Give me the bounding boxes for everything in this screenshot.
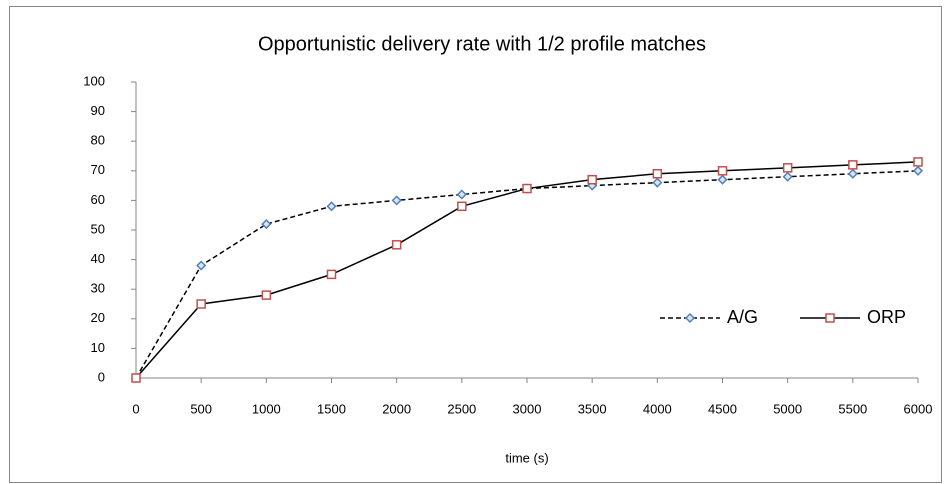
data-point	[261, 219, 272, 230]
y-tick-label: 80	[91, 133, 105, 148]
y-tick-label: 100	[83, 73, 105, 88]
data-point	[456, 189, 467, 200]
legend-marker	[825, 313, 835, 323]
data-point	[131, 373, 141, 383]
x-tick-label: 6000	[904, 401, 933, 416]
data-point	[457, 201, 467, 212]
x-tick-label: 2000	[382, 401, 411, 416]
data-point	[848, 160, 858, 170]
data-point	[652, 169, 663, 179]
x-tick-label: 3500	[578, 401, 607, 416]
data-point	[326, 201, 337, 212]
x-tick-label: 0	[132, 401, 139, 416]
data-point	[717, 166, 728, 176]
x-tick-label: 1000	[252, 401, 281, 416]
x-tick-label: 5000	[773, 401, 802, 416]
y-tick-label: 0	[98, 369, 105, 384]
legend-marker	[684, 312, 696, 324]
x-tick-label: 3000	[513, 401, 542, 416]
data-point	[912, 165, 924, 176]
data-point	[782, 163, 793, 173]
chart-frame	[9, 6, 942, 483]
x-tick-label: 1500	[317, 401, 346, 416]
y-tick-label: 50	[91, 221, 105, 236]
x-tick-label: 4500	[708, 401, 737, 416]
data-point	[196, 260, 207, 271]
data-point	[913, 157, 923, 167]
data-point	[391, 240, 402, 250]
x-tick-label: 4000	[643, 401, 672, 416]
y-tick-label: 40	[91, 251, 105, 266]
data-point	[391, 195, 402, 206]
data-point	[196, 299, 206, 309]
data-point	[717, 174, 728, 185]
x-axis-label: time (s)	[505, 450, 548, 465]
x-tick-label: 500	[190, 401, 212, 416]
data-point	[847, 168, 858, 179]
y-tick-label: 90	[91, 103, 105, 118]
data-point	[587, 174, 597, 185]
y-tick-label: 70	[91, 162, 105, 177]
data-point	[652, 177, 663, 188]
y-tick-label: 30	[91, 281, 105, 296]
data-point	[782, 171, 793, 182]
data-point	[261, 290, 272, 300]
x-tick-label: 5500	[838, 401, 867, 416]
chart-title: Opportunistic delivery rate with 1/2 pro…	[258, 33, 706, 55]
y-tick-label: 60	[91, 192, 105, 207]
data-point	[326, 269, 337, 280]
legend-label: A/G	[727, 307, 758, 327]
y-tick-label: 20	[91, 310, 105, 325]
x-tick-label: 2500	[447, 401, 476, 416]
y-tick-label: 10	[91, 340, 105, 355]
legend-label: ORP	[867, 307, 906, 327]
data-point	[522, 183, 532, 194]
